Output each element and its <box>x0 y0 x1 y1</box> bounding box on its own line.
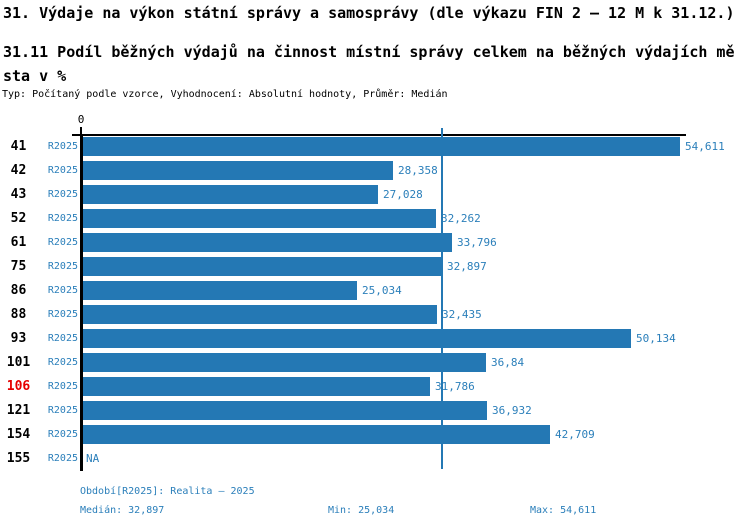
value-label: 28,358 <box>398 164 438 177</box>
bar-chart: 0 41 R2025 54,611 42 R2025 28,358 43 R2025 27,02… <box>0 113 750 473</box>
value-label: 54,611 <box>685 140 725 153</box>
chart-row: 101 R2025 36,84 <box>0 353 750 377</box>
value-label: 36,932 <box>492 404 532 417</box>
row-period-label: R2025 <box>47 357 78 368</box>
row-period-label: R2025 <box>47 333 78 344</box>
value-bar <box>83 377 430 396</box>
row-period-label: R2025 <box>47 213 78 224</box>
value-label: 32,897 <box>447 260 487 273</box>
value-bar <box>83 161 393 180</box>
row-id-label: 42 <box>10 163 27 178</box>
chart-row: 88 R2025 32,435 <box>0 305 750 329</box>
value-label: 36,84 <box>491 356 525 369</box>
footer-min-value: Min: 25,034 <box>328 505 395 516</box>
row-period-label: R2025 <box>47 285 78 296</box>
row-id-label: 93 <box>10 331 27 346</box>
value-bar <box>83 233 452 252</box>
row-id-label: 75 <box>10 259 27 274</box>
row-period-label: R2025 <box>47 429 78 440</box>
chart-row: 155 R2025 NA <box>0 449 750 473</box>
chart-row: 86 R2025 25,034 <box>0 281 750 305</box>
chart-row: 106 R2025 31,786 <box>0 377 750 401</box>
row-period-label: R2025 <box>47 237 78 248</box>
x-axis-zero-tick <box>80 127 82 134</box>
value-bar <box>83 329 631 348</box>
row-id-label: 101 <box>6 355 31 370</box>
row-id-label: 155 <box>6 451 31 466</box>
y-axis-line <box>80 134 83 471</box>
chart-subtitle: 31.11 Podíl běžných výdajů na činnost mí… <box>3 43 735 85</box>
value-label: 32,435 <box>442 308 482 321</box>
value-bar <box>83 209 436 228</box>
row-id-label: 121 <box>6 403 31 418</box>
chart-row: 43 R2025 27,028 <box>0 185 750 209</box>
chart-row: 121 R2025 36,932 <box>0 401 750 425</box>
median-line <box>441 128 443 469</box>
row-period-label: R2025 <box>47 189 78 200</box>
row-period-label: R2025 <box>47 453 78 464</box>
value-bar <box>83 281 357 300</box>
value-label: 31,786 <box>435 380 475 393</box>
value-bar <box>83 401 487 420</box>
value-bar <box>83 353 486 372</box>
value-label: 27,028 <box>383 188 423 201</box>
value-bar <box>83 425 550 444</box>
chart-row: 42 R2025 28,358 <box>0 161 750 185</box>
value-bar <box>83 185 378 204</box>
x-axis-line <box>72 134 686 136</box>
chart-row: 41 R2025 54,611 <box>0 137 750 161</box>
row-id-label: 43 <box>10 187 27 202</box>
value-label: NA <box>86 452 100 465</box>
row-id-label: 106 <box>6 379 31 394</box>
page-title: 31. Výdaje na výkon státní správy a samo… <box>3 4 735 22</box>
value-label: 32,262 <box>441 212 481 225</box>
row-period-label: R2025 <box>47 261 78 272</box>
chart-row: 52 R2025 32,262 <box>0 209 750 233</box>
row-period-label: R2025 <box>47 141 78 152</box>
footer-period-info: Období[R2025]: Realita – 2025 <box>80 486 255 497</box>
value-bar <box>83 257 442 276</box>
footer-median-value: Medián: 32,897 <box>80 505 165 516</box>
chart-meta-info: Typ: Počítaný podle vzorce, Vyhodnocení:… <box>2 89 448 100</box>
value-label: 33,796 <box>457 236 497 249</box>
value-label: 25,034 <box>362 284 402 297</box>
value-label: 42,709 <box>555 428 595 441</box>
footer-max-value: Max: 54,611 <box>530 505 597 516</box>
row-period-label: R2025 <box>47 165 78 176</box>
chart-row: 75 R2025 32,897 <box>0 257 750 281</box>
row-id-label: 86 <box>10 283 27 298</box>
chart-row: 154 R2025 42,709 <box>0 425 750 449</box>
row-id-label: 52 <box>10 211 27 226</box>
row-period-label: R2025 <box>47 309 78 320</box>
value-label: 50,134 <box>636 332 676 345</box>
row-period-label: R2025 <box>47 405 78 416</box>
row-period-label: R2025 <box>47 381 78 392</box>
row-id-label: 154 <box>6 427 31 442</box>
x-axis-zero-label: 0 <box>77 113 85 126</box>
chart-row: 93 R2025 50,134 <box>0 329 750 353</box>
row-id-label: 88 <box>10 307 27 322</box>
chart-rows: 41 R2025 54,611 42 R2025 28,358 43 R2025 27,028 5… <box>0 137 750 473</box>
chart-row: 61 R2025 33,796 <box>0 233 750 257</box>
value-bar <box>83 137 680 156</box>
value-bar <box>83 305 437 324</box>
row-id-label: 61 <box>10 235 27 250</box>
row-id-label: 41 <box>10 139 27 154</box>
